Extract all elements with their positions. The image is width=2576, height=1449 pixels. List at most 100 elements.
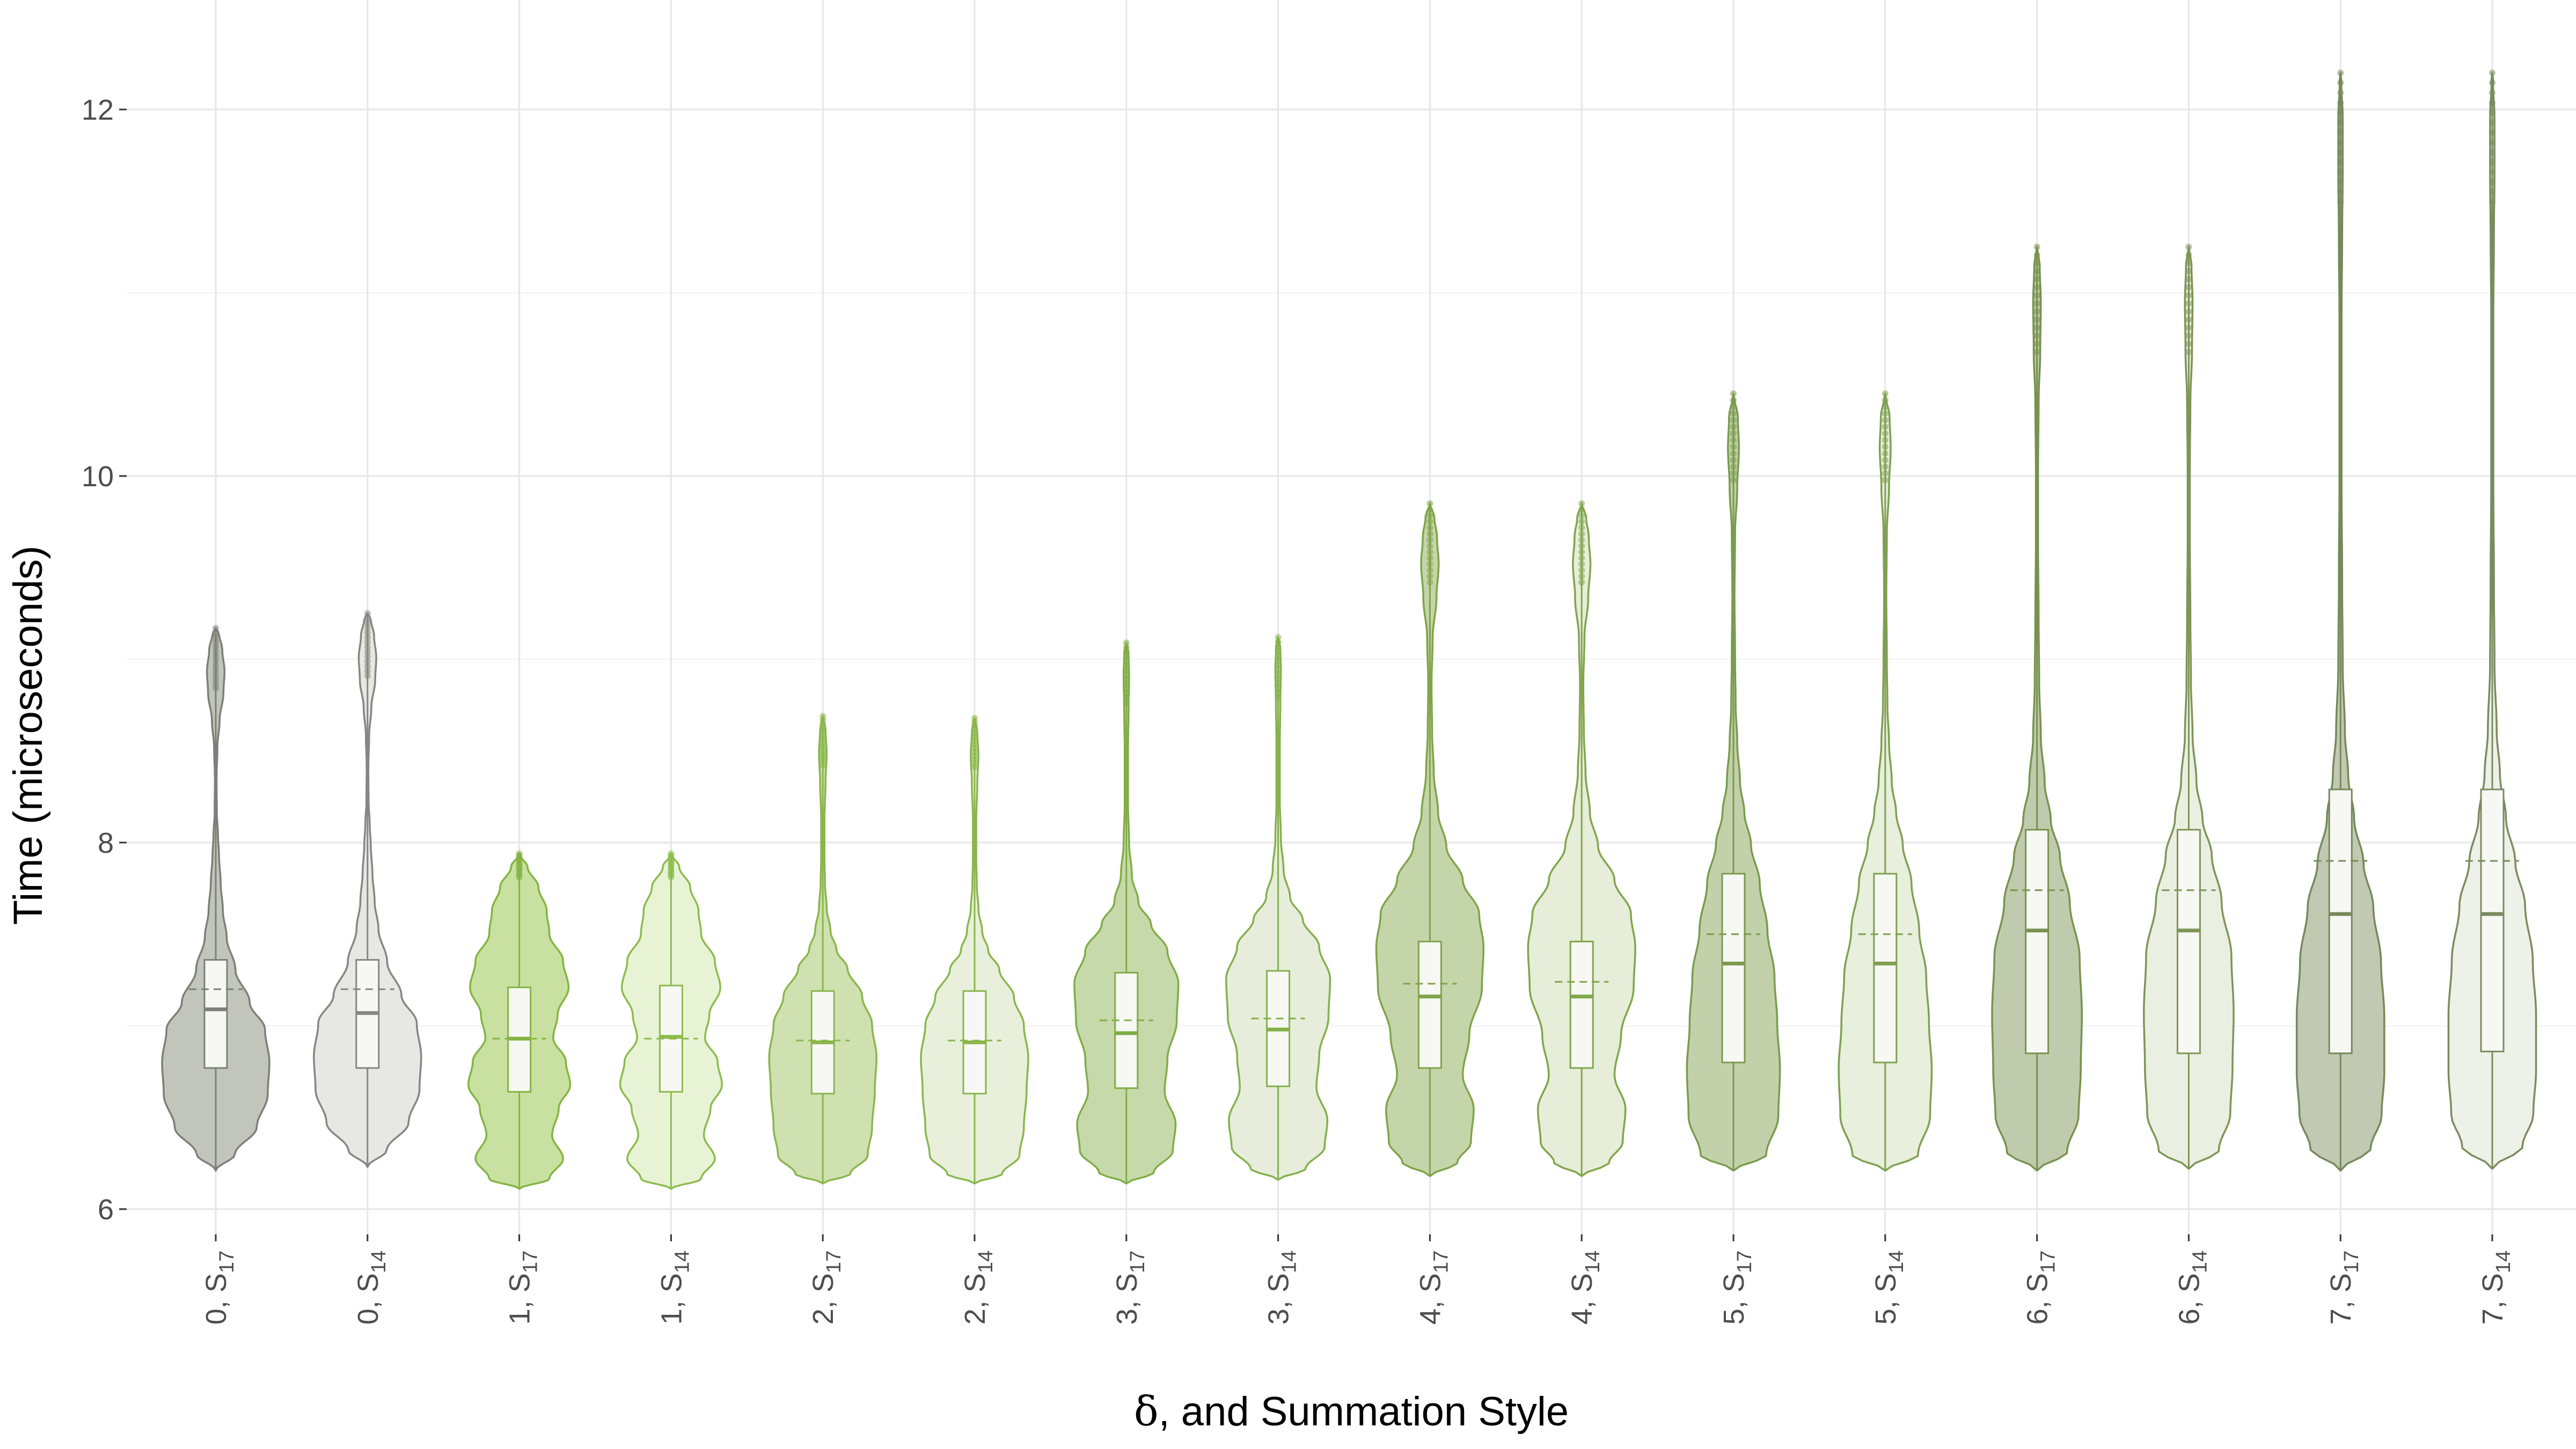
violin-group	[2143, 244, 2235, 1170]
violin-group	[313, 610, 422, 1168]
x-tick-subscript: 14	[2189, 1250, 2211, 1273]
x-tick-subscript: 14	[368, 1250, 390, 1273]
x-tick-style: S	[959, 1273, 991, 1292]
x-tick-delta: 5,	[1870, 1292, 1902, 1324]
violins	[161, 69, 2537, 1190]
x-axis-tick-label: 7, S17	[2325, 1250, 2363, 1324]
y-axis: 6 8 10 12	[82, 94, 127, 1226]
x-tick-style: S	[200, 1273, 232, 1292]
x-tick-subscript: 17	[823, 1250, 845, 1273]
x-tick-delta: 2,	[807, 1292, 839, 1324]
x-tick-delta: 4,	[1566, 1292, 1598, 1324]
x-tick-subscript: 14	[671, 1250, 693, 1273]
violin-group	[1838, 390, 1933, 1172]
x-tick-subscript: 17	[1430, 1250, 1452, 1273]
x-tick-subscript: 17	[519, 1250, 542, 1273]
y-axis-tick-label: 10	[82, 460, 114, 493]
violin-group	[1375, 500, 1485, 1177]
x-axis-tick-label: 1, S14	[655, 1250, 693, 1324]
x-tick-delta: 4,	[1414, 1292, 1446, 1324]
box-iqr	[203, 959, 228, 1069]
x-axis-tick-label: 0, S14	[352, 1250, 390, 1324]
x-tick-style: S	[2173, 1273, 2205, 1292]
x-axis-title-text: , and Summation Style	[1159, 1389, 1569, 1435]
x-tick-subscript: 14	[1582, 1250, 1604, 1273]
violin-group	[2295, 69, 2385, 1172]
violin-group	[467, 850, 572, 1190]
x-tick-subscript: 14	[975, 1250, 997, 1273]
box-iqr	[1721, 873, 1746, 1064]
x-tick-style: S	[2022, 1273, 2054, 1292]
x-tick-style: S	[2477, 1273, 2509, 1292]
x-tick-subscript: 14	[2492, 1250, 2515, 1273]
x-axis-tick-label: 2, S14	[959, 1250, 997, 1324]
y-axis-title: Time (microseconds)	[5, 546, 51, 925]
x-axis-tick-label: 1, S17	[504, 1250, 542, 1324]
violin-group	[1073, 639, 1180, 1184]
x-tick-style: S	[1414, 1273, 1446, 1292]
y-axis-tick-label: 6	[98, 1194, 114, 1226]
violin-group	[920, 714, 1029, 1184]
x-tick-style: S	[655, 1273, 687, 1292]
x-axis-tick-label: 4, S14	[1566, 1250, 1604, 1324]
x-tick-style: S	[1870, 1273, 1902, 1292]
x-tick-subscript: 17	[2037, 1250, 2060, 1273]
x-tick-subscript: 17	[2340, 1250, 2363, 1273]
box-iqr	[1417, 940, 1442, 1069]
x-axis-tick-label: 5, S14	[1870, 1250, 1908, 1324]
x-axis-title: δ, and Summation Style	[1134, 1387, 1569, 1435]
x-axis-tick-label: 3, S14	[1263, 1250, 1301, 1324]
box-iqr	[2176, 829, 2201, 1055]
box-iqr	[2025, 829, 2050, 1055]
x-tick-style: S	[2325, 1273, 2357, 1292]
x-tick-delta: 0,	[352, 1292, 384, 1324]
violin-group	[161, 625, 270, 1172]
violin-group	[1991, 244, 2083, 1172]
violin-group	[1527, 500, 1636, 1177]
violin-group	[768, 713, 877, 1184]
x-axis-tick-label: 3, S17	[1111, 1250, 1149, 1324]
x-tick-delta: 2,	[959, 1292, 991, 1324]
x-tick-style: S	[352, 1273, 384, 1292]
x-tick-style: S	[1111, 1273, 1143, 1292]
violin-group	[619, 850, 723, 1190]
x-tick-style: S	[807, 1273, 839, 1292]
x-tick-delta: 7,	[2325, 1292, 2357, 1324]
box-iqr	[1873, 873, 1898, 1064]
y-axis-tick-label: 8	[98, 827, 114, 859]
x-tick-delta: 6,	[2173, 1292, 2205, 1324]
box-iqr	[2328, 788, 2353, 1055]
violin-group	[1686, 390, 1781, 1172]
x-axis-tick-label: 4, S17	[1414, 1250, 1452, 1324]
x-tick-subscript: 17	[1126, 1250, 1149, 1273]
violin-group	[2447, 69, 2537, 1170]
x-tick-style: S	[1566, 1273, 1598, 1292]
x-tick-subscript: 17	[216, 1250, 238, 1273]
x-tick-delta: 0,	[200, 1292, 232, 1324]
x-tick-delta: 1,	[655, 1292, 687, 1324]
x-tick-style: S	[1263, 1273, 1295, 1292]
x-axis-tick-label: 7, S14	[2477, 1250, 2515, 1324]
x-tick-subscript: 14	[1885, 1250, 1908, 1273]
x-tick-delta: 7,	[2477, 1292, 2509, 1324]
y-axis-tick-label: 12	[82, 94, 114, 126]
box-iqr	[1569, 940, 1594, 1069]
x-tick-delta: 3,	[1263, 1292, 1295, 1324]
x-tick-subscript: 14	[1278, 1250, 1301, 1273]
box-iqr	[2480, 788, 2505, 1052]
x-axis-tick-label: 5, S17	[1718, 1250, 1756, 1324]
x-tick-delta: 6,	[2022, 1292, 2054, 1324]
x-tick-delta: 1,	[504, 1292, 536, 1324]
x-axis-title-symbol: δ	[1134, 1387, 1159, 1435]
x-tick-subscript: 17	[1733, 1250, 1756, 1273]
x-tick-style: S	[1718, 1273, 1750, 1292]
violin-group	[1225, 634, 1331, 1181]
x-axis-tick-label: 6, S17	[2022, 1250, 2060, 1324]
box-iqr	[1114, 971, 1139, 1089]
x-axis-tick-label: 2, S17	[807, 1250, 845, 1324]
x-axis-tick-label: 6, S14	[2173, 1250, 2211, 1324]
x-tick-delta: 3,	[1111, 1292, 1143, 1324]
x-tick-style: S	[504, 1273, 536, 1292]
